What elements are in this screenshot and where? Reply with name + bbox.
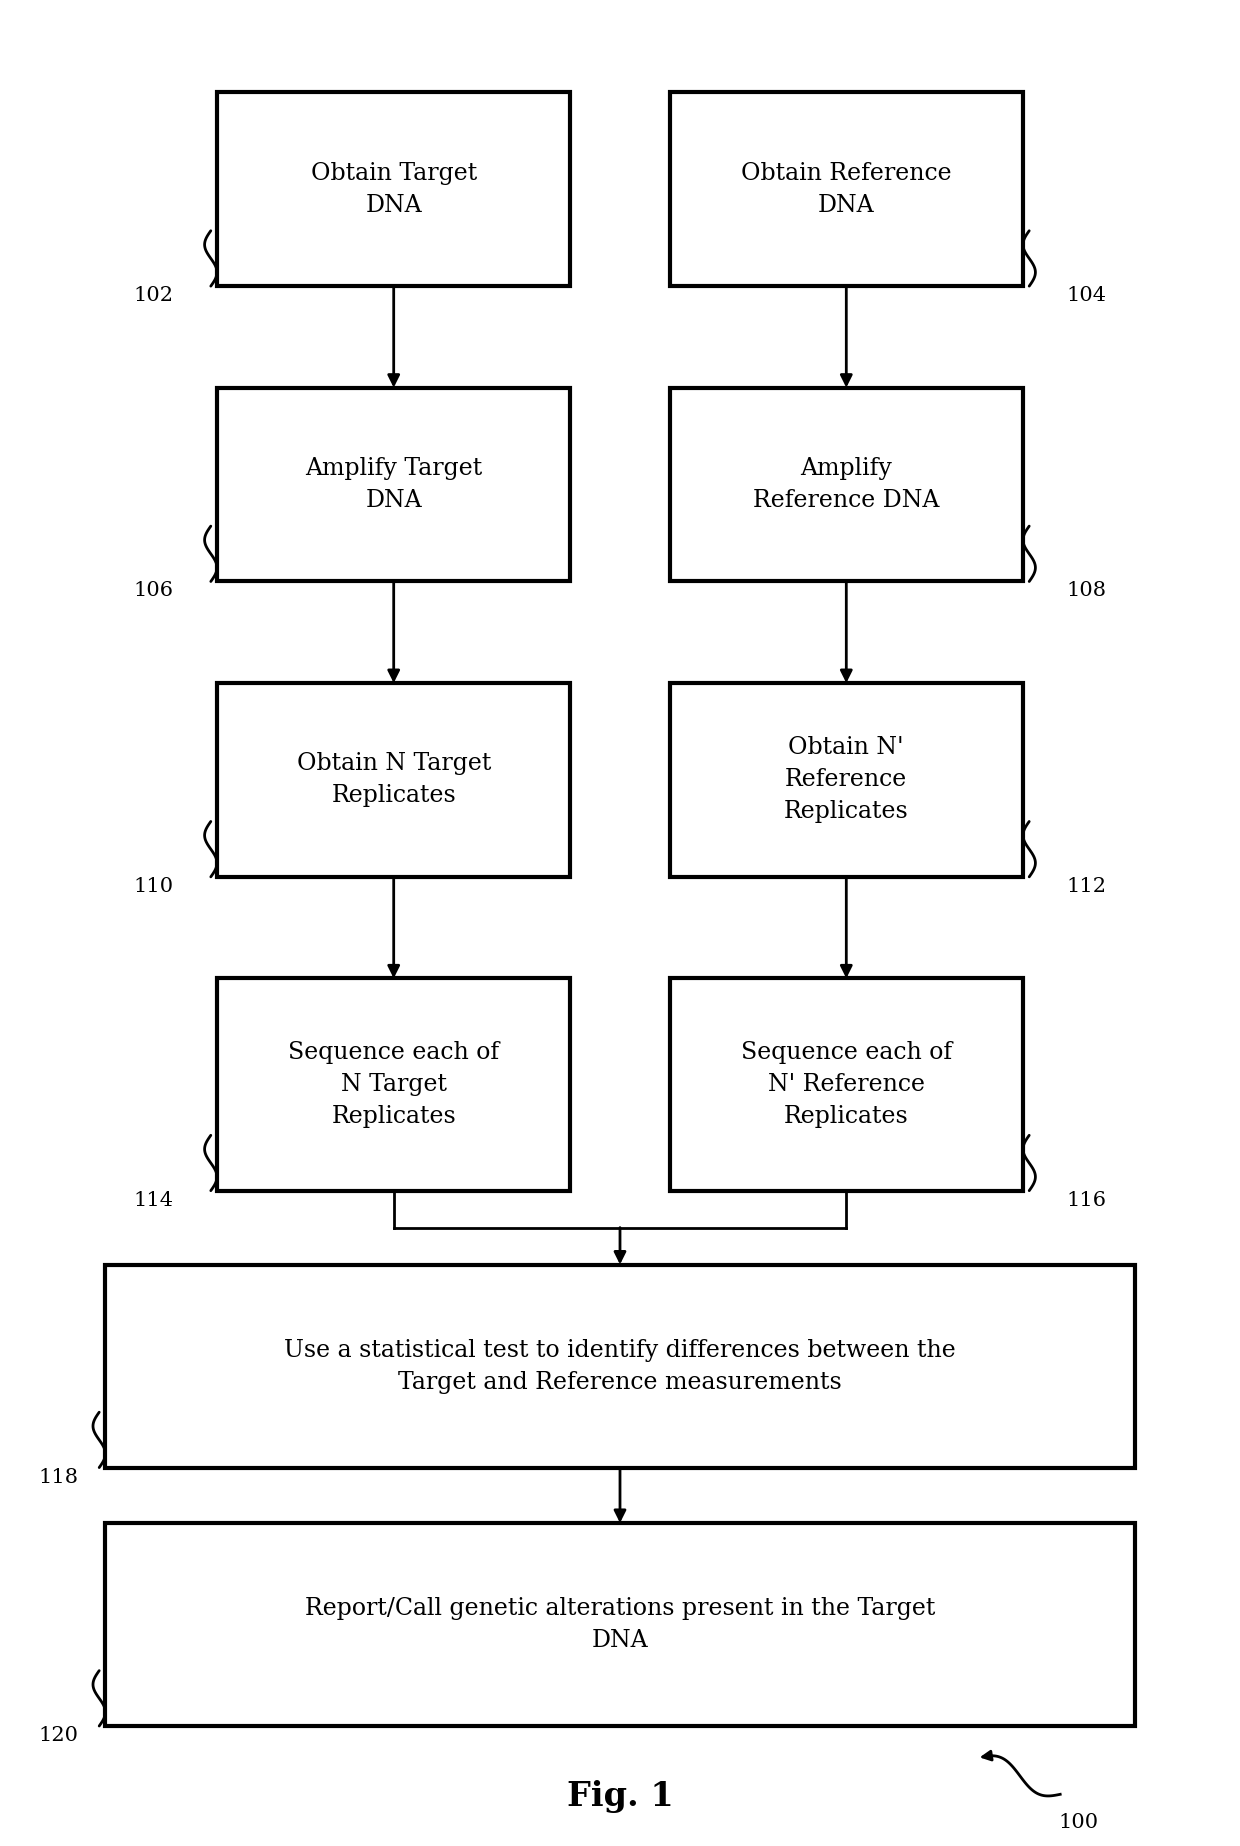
Bar bbox=[670, 683, 1023, 877]
Text: 100: 100 bbox=[1059, 1813, 1099, 1831]
Text: 116: 116 bbox=[1066, 1191, 1106, 1209]
Text: 118: 118 bbox=[38, 1468, 78, 1486]
Bar bbox=[670, 388, 1023, 581]
Bar bbox=[670, 978, 1023, 1191]
Text: Report/Call genetic alterations present in the Target
DNA: Report/Call genetic alterations present … bbox=[305, 1597, 935, 1652]
Bar bbox=[105, 1265, 1135, 1468]
Bar bbox=[217, 978, 570, 1191]
Bar bbox=[217, 683, 570, 877]
Bar bbox=[217, 388, 570, 581]
Text: 104: 104 bbox=[1066, 286, 1106, 305]
Text: 102: 102 bbox=[134, 286, 174, 305]
Text: 110: 110 bbox=[134, 877, 174, 895]
Text: 106: 106 bbox=[134, 581, 174, 600]
Bar bbox=[217, 92, 570, 286]
Bar bbox=[105, 1523, 1135, 1726]
Text: Obtain N Target
Replicates: Obtain N Target Replicates bbox=[296, 753, 491, 807]
Text: Obtain N'
Reference
Replicates: Obtain N' Reference Replicates bbox=[784, 737, 909, 823]
Text: Obtain Target
DNA: Obtain Target DNA bbox=[310, 162, 477, 216]
Text: Amplify
Reference DNA: Amplify Reference DNA bbox=[753, 458, 940, 511]
Text: Use a statistical test to identify differences between the
Target and Reference : Use a statistical test to identify diffe… bbox=[284, 1338, 956, 1394]
Bar bbox=[670, 92, 1023, 286]
Text: Obtain Reference
DNA: Obtain Reference DNA bbox=[742, 162, 951, 216]
Text: 120: 120 bbox=[38, 1726, 78, 1744]
Text: Sequence each of
N Target
Replicates: Sequence each of N Target Replicates bbox=[288, 1041, 500, 1128]
Text: Amplify Target
DNA: Amplify Target DNA bbox=[305, 458, 482, 511]
Text: Sequence each of
N' Reference
Replicates: Sequence each of N' Reference Replicates bbox=[740, 1041, 952, 1128]
Text: 112: 112 bbox=[1066, 877, 1106, 895]
Text: 108: 108 bbox=[1066, 581, 1106, 600]
Text: 114: 114 bbox=[134, 1191, 174, 1209]
Text: Fig. 1: Fig. 1 bbox=[567, 1780, 673, 1813]
